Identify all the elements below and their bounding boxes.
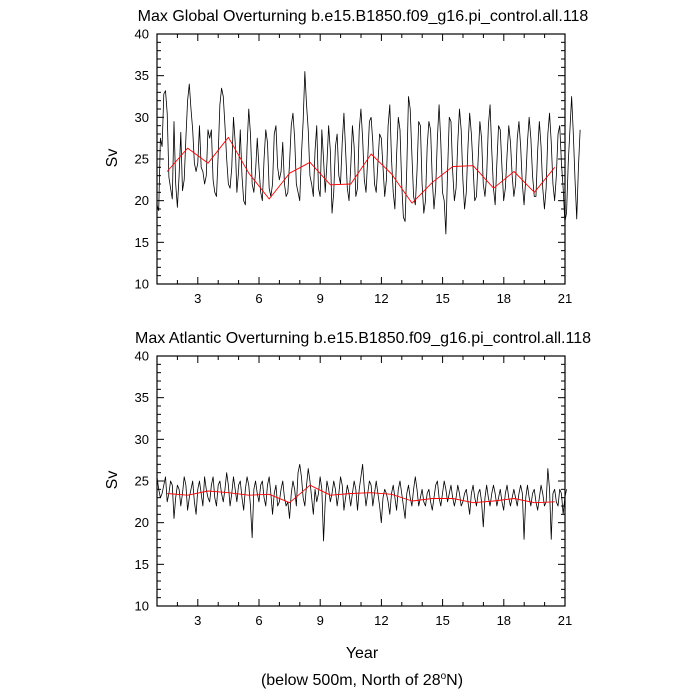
global-monthly-line [156,71,581,235]
atlantic-xtick-label: 21 [558,613,572,628]
global-ytick-label: 30 [135,110,149,125]
global-tick-labels: 3 6 9 12 15 18 21 10 15 20 25 30 35 40 [135,27,573,307]
atlantic-ytick-label: 15 [135,557,149,572]
global-ytick-label: 40 [135,27,149,42]
global-chart-title: Max Global Overturning b.e15.B1850.f09_g… [138,8,589,25]
global-xtick-label: 21 [558,291,572,306]
atlantic-xtick-label: 9 [317,613,324,628]
atlantic-chart-title: Max Atlantic Overturning b.e15.B1850.f09… [135,330,591,347]
atlantic-annual-mean-line [167,484,555,504]
global-xtick-label: 3 [194,291,201,306]
global-ytick-label: 15 [135,235,149,250]
atlantic-ytick-label: 30 [135,432,149,447]
global-y-axis-label: Sv [104,149,121,168]
atlantic-ytick-label: 25 [135,474,149,489]
global-overturning-panel: Max Global Overturning b.e15.B1850.f09_g… [104,8,588,306]
global-series [156,71,581,235]
atlantic-xtick-label: 6 [255,613,262,628]
atlantic-series [156,463,567,542]
atlantic-axis-ticks [156,355,566,607]
atlantic-ytick-label: 10 [135,599,149,614]
global-xtick-label: 9 [317,291,324,306]
global-xtick-label: 6 [255,291,262,306]
x-axis-label: Year [346,645,379,662]
atlantic-xtick-label: 12 [374,613,388,628]
atlantic-ytick-label: 20 [135,515,149,530]
atlantic-xtick-label: 15 [435,613,449,628]
global-annual-mean-line [166,136,556,204]
global-xtick-label: 15 [435,291,449,306]
global-ytick-label: 25 [135,152,149,167]
atlantic-ytick-label: 40 [135,349,149,364]
atlantic-plot-frame [156,355,566,607]
global-plot-frame [156,33,566,285]
global-xtick-label: 18 [497,291,511,306]
global-ytick-label: 10 [135,277,149,292]
atlantic-xtick-label: 18 [497,613,511,628]
atlantic-overturning-panel: Max Atlantic Overturning b.e15.B1850.f09… [104,330,591,662]
global-ytick-label: 35 [135,68,149,83]
global-xtick-label: 12 [374,291,388,306]
atlantic-ytick-label: 35 [135,390,149,405]
global-ytick-label: 20 [135,193,149,208]
footnote-suffix: N) [446,672,463,689]
atlantic-xtick-label: 3 [194,613,201,628]
atlantic-monthly-line [156,463,567,542]
footnote-degree: o [441,671,447,682]
atlantic-tick-labels: 3 6 9 12 15 18 21 10 15 20 25 30 35 40 [135,349,573,629]
footnote: (below 500m, North of 28oN) [261,671,463,689]
atlantic-y-axis-label: Sv [104,471,121,490]
footnote-prefix: (below 500m, North of 28 [261,672,441,689]
